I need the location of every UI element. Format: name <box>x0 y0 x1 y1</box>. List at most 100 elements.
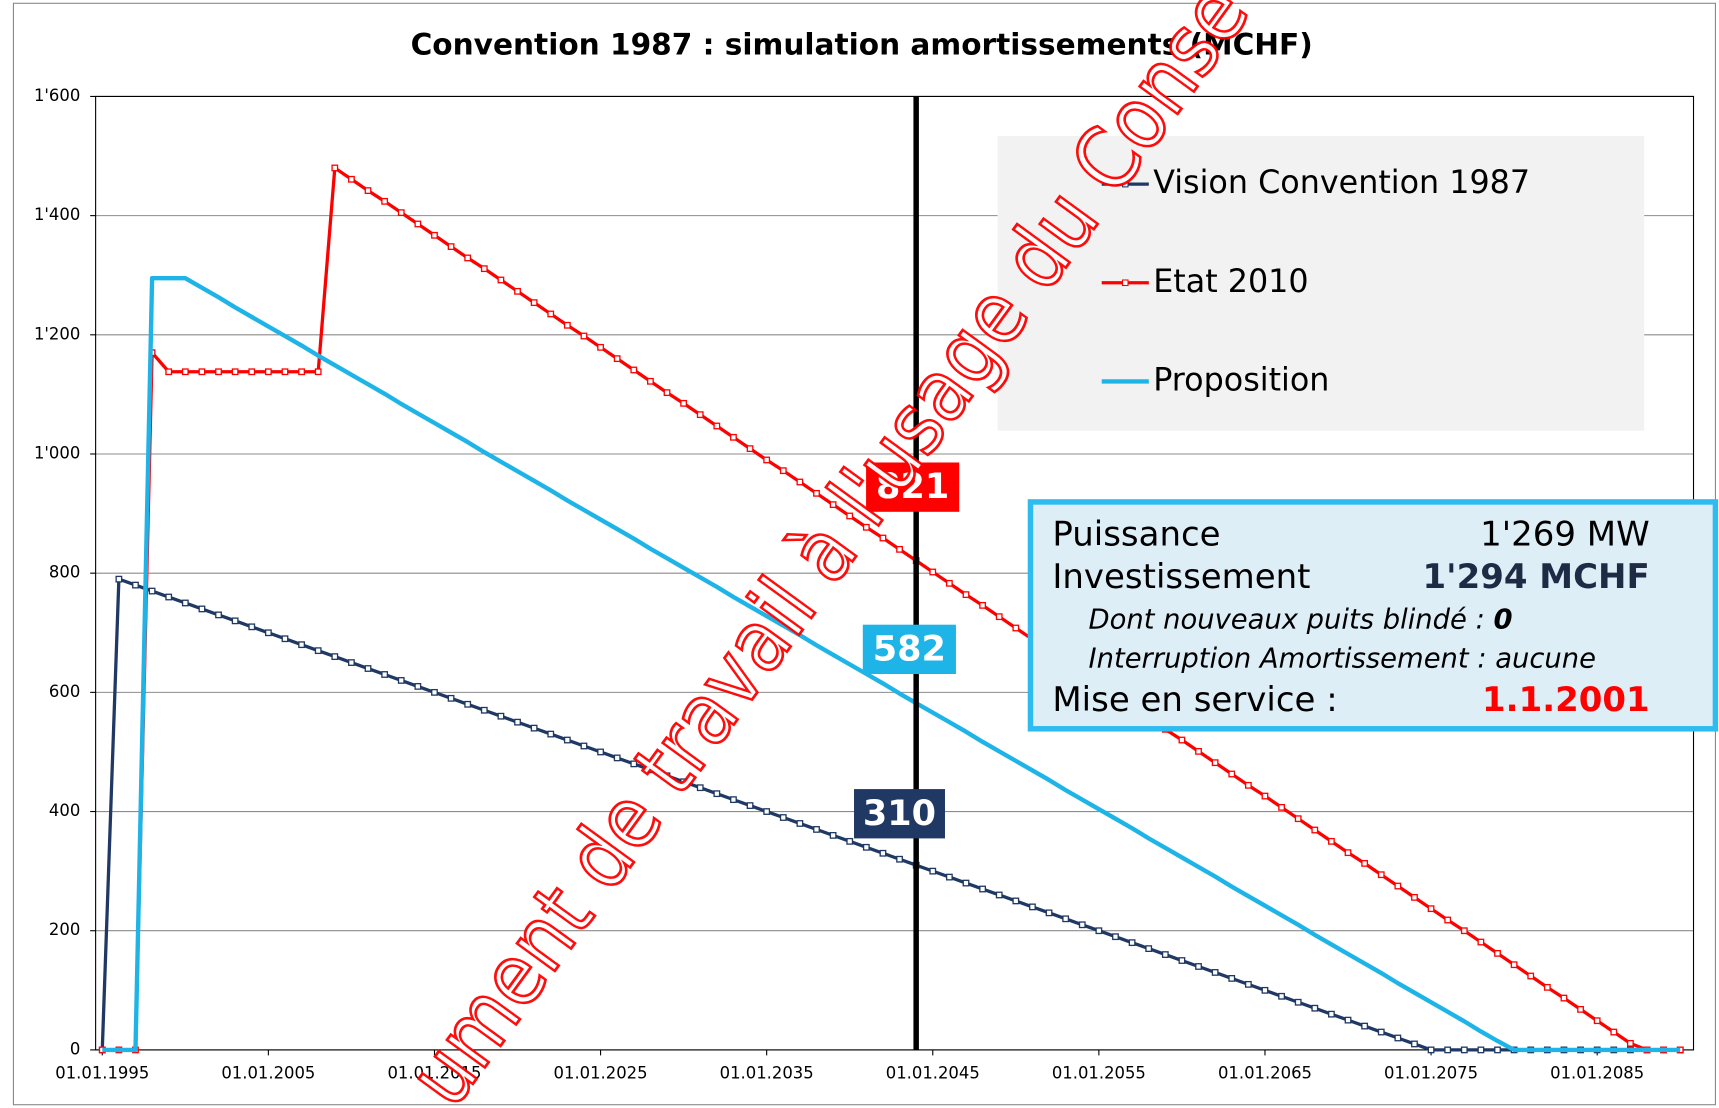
series-marker <box>1112 933 1119 941</box>
series-marker <box>431 231 438 239</box>
x-tick-label: 01.01.2035 <box>720 1064 814 1083</box>
x-tick-label: 01.01.2055 <box>1052 1064 1146 1083</box>
series-marker <box>1361 859 1369 867</box>
series-marker <box>680 778 688 786</box>
series-marker <box>464 254 472 262</box>
series-marker <box>1377 1028 1385 1036</box>
series-marker <box>1394 1034 1402 1042</box>
series-marker <box>862 523 870 531</box>
series-marker <box>1128 939 1136 947</box>
series-marker <box>896 855 903 863</box>
series-marker <box>1145 945 1153 953</box>
series-marker <box>696 784 704 792</box>
x-tick-label: 01.01.2085 <box>1550 1064 1644 1083</box>
y-tick-label: 0 <box>70 1039 80 1058</box>
series-marker <box>364 665 372 672</box>
series-marker <box>597 748 604 756</box>
series-marker <box>414 220 422 228</box>
info-label: Investissement <box>1052 557 1310 597</box>
series-marker <box>480 265 488 273</box>
series-marker <box>1560 994 1568 1002</box>
series-marker <box>1211 969 1219 976</box>
series-marker <box>1610 1028 1618 1036</box>
series-marker <box>763 808 771 815</box>
annotation-box <box>862 624 956 675</box>
series-marker <box>580 332 588 340</box>
series-marker <box>1427 1046 1435 1054</box>
info-value: 1'294 MCHF <box>1423 557 1650 597</box>
series-marker <box>447 694 455 702</box>
series-marker <box>1195 963 1202 970</box>
series-marker <box>215 368 222 376</box>
series-marker <box>1078 921 1086 929</box>
y-tick-label: 200 <box>49 920 80 939</box>
series-marker <box>497 276 505 284</box>
legend-marker <box>1121 279 1129 287</box>
series-marker <box>331 164 339 172</box>
series-marker <box>314 647 322 655</box>
series-marker <box>298 641 305 649</box>
series-marker <box>1228 975 1236 982</box>
series-marker <box>979 601 987 609</box>
series-marker <box>1261 986 1269 994</box>
series-marker <box>1261 792 1269 800</box>
series-marker <box>713 790 721 798</box>
series-marker <box>1460 1046 1468 1054</box>
series-line <box>102 276 1681 1053</box>
series-marker <box>1344 849 1352 857</box>
series-marker <box>165 593 173 601</box>
y-tick-label: 800 <box>49 563 80 582</box>
series-marker <box>514 287 521 295</box>
series-marker <box>563 321 571 329</box>
series-marker <box>1626 1039 1634 1047</box>
x-tick-label: 01.01.2075 <box>1384 1064 1478 1083</box>
series-marker <box>132 581 139 589</box>
series-marker <box>746 802 754 809</box>
series-marker <box>995 613 1003 621</box>
series-marker <box>447 243 455 251</box>
series-marker <box>281 368 289 376</box>
legend-label: Vision Convention 1987 <box>1153 165 1530 201</box>
series-marker <box>1195 747 1202 755</box>
series-marker <box>231 617 239 625</box>
info-note: Dont nouveaux puits blindé : 0 <box>1089 604 1513 635</box>
series-marker <box>547 730 555 738</box>
series-marker <box>846 512 854 520</box>
series-marker <box>813 489 820 497</box>
series-marker <box>763 456 771 464</box>
y-tick-label: 1'000 <box>34 443 80 462</box>
series-marker <box>1328 837 1335 845</box>
y-tick-label: 1'600 <box>34 86 80 105</box>
annotation-box <box>854 789 945 839</box>
series-marker <box>1178 957 1186 964</box>
series-marker <box>647 377 654 385</box>
series-marker <box>1211 759 1219 767</box>
series-marker <box>1577 1005 1584 1013</box>
series-marker <box>1411 1040 1418 1048</box>
series-marker <box>181 599 189 607</box>
series-marker <box>1278 803 1285 811</box>
series-marker <box>1311 1004 1319 1012</box>
series-marker <box>530 724 538 732</box>
info-label: Mise en service : <box>1052 680 1337 720</box>
series-marker <box>381 671 389 678</box>
series-marker <box>314 368 322 376</box>
series-marker <box>464 700 472 708</box>
series-marker <box>796 820 804 827</box>
x-tick-label: 01.01.2065 <box>1218 1064 1312 1083</box>
series-marker <box>1278 992 1285 1000</box>
annotation-label: 821 <box>876 466 949 507</box>
series-marker <box>1294 815 1302 823</box>
x-tick-label: 01.01.2025 <box>554 1064 648 1083</box>
series-marker <box>979 885 987 893</box>
series-marker <box>663 389 671 397</box>
series-marker <box>364 187 372 194</box>
series-marker <box>1494 1046 1501 1054</box>
series-marker <box>929 568 937 576</box>
series-marker <box>1328 1010 1335 1018</box>
series-marker <box>995 891 1003 899</box>
series-marker <box>945 873 953 881</box>
info-label: Puissance <box>1052 514 1220 554</box>
series-marker <box>1411 893 1418 901</box>
series-marker <box>1494 949 1501 957</box>
